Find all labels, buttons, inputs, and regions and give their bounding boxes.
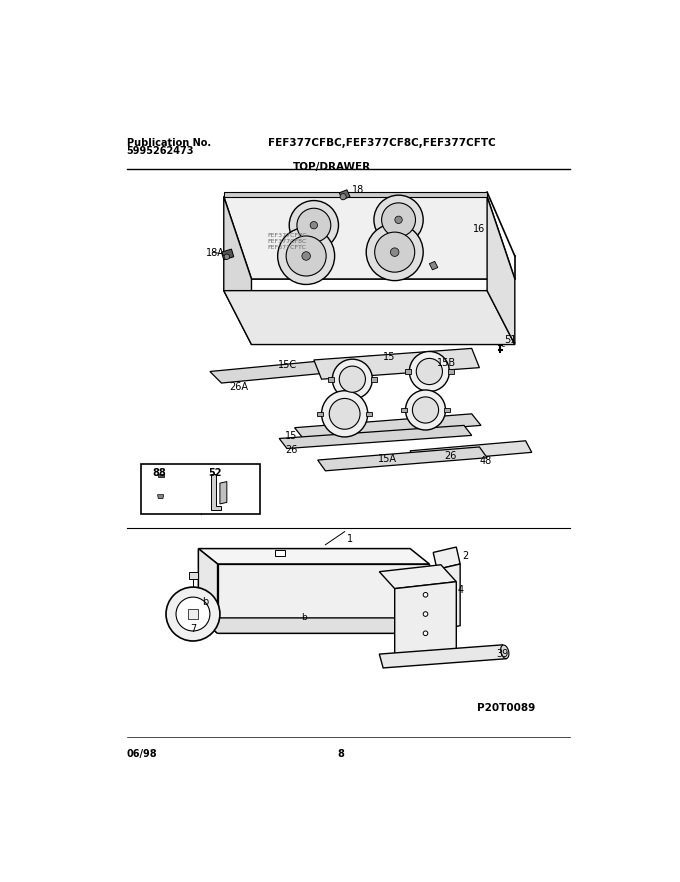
Text: b: b [202,597,209,607]
Circle shape [224,254,230,259]
Circle shape [310,221,318,229]
Circle shape [297,208,330,243]
Polygon shape [158,495,164,498]
Polygon shape [199,618,429,633]
Polygon shape [379,645,507,668]
Text: Publication No.: Publication No. [126,138,211,148]
Text: b: b [301,612,307,622]
Text: 51: 51 [504,335,516,345]
Polygon shape [410,441,532,462]
Ellipse shape [500,645,509,659]
Polygon shape [220,482,227,504]
Text: 26: 26 [286,445,298,454]
Circle shape [176,597,210,631]
Text: 15: 15 [383,352,396,363]
Polygon shape [199,549,429,564]
Text: FEF377CFTC: FEF377CFTC [268,245,307,250]
Text: 4: 4 [458,585,464,594]
Polygon shape [339,190,350,200]
Circle shape [409,351,449,392]
Polygon shape [433,547,460,570]
Polygon shape [367,412,373,416]
Circle shape [329,399,360,430]
Polygon shape [444,407,450,412]
Polygon shape [401,407,407,412]
Text: 15B: 15B [437,358,456,369]
Polygon shape [224,197,252,345]
Circle shape [395,216,403,223]
Text: FEF377CFBC: FEF377CFBC [268,233,307,238]
Text: FEF377CFBC,FEF377CF8C,FEF377CFTC: FEF377CFBC,FEF377CF8C,FEF377CFTC [268,138,496,148]
Circle shape [340,194,346,200]
Text: 2: 2 [462,551,469,561]
Circle shape [423,593,428,597]
Polygon shape [294,414,481,439]
Circle shape [166,587,220,641]
Circle shape [367,224,423,280]
Circle shape [374,195,423,244]
Circle shape [423,631,428,636]
Polygon shape [199,549,218,633]
Circle shape [423,612,428,617]
Circle shape [381,203,415,236]
Polygon shape [318,447,487,471]
Polygon shape [371,377,377,382]
Polygon shape [379,564,456,588]
Polygon shape [158,474,164,477]
Circle shape [375,232,415,273]
Circle shape [322,391,368,437]
Polygon shape [222,249,234,260]
Circle shape [302,251,311,260]
Text: 26A: 26A [229,382,248,392]
Polygon shape [279,425,472,448]
Polygon shape [429,261,438,270]
Polygon shape [317,412,323,416]
Circle shape [339,366,365,392]
Text: 16: 16 [473,224,486,234]
Polygon shape [487,197,515,345]
Circle shape [412,397,439,423]
Text: 39: 39 [496,649,509,660]
Polygon shape [275,550,285,557]
Text: 15A: 15A [378,454,396,464]
Circle shape [405,390,445,430]
Circle shape [416,358,443,385]
Polygon shape [211,474,222,510]
Polygon shape [218,564,429,633]
Text: TOP/DRAWER: TOP/DRAWER [292,162,371,172]
Circle shape [277,228,335,285]
Polygon shape [394,582,456,659]
Text: 52: 52 [208,467,222,478]
Polygon shape [448,370,454,374]
Circle shape [286,236,326,276]
Polygon shape [437,564,460,631]
Text: 7: 7 [190,624,196,634]
Polygon shape [314,348,479,379]
Polygon shape [189,572,199,579]
Text: 15: 15 [286,430,298,441]
Polygon shape [224,192,487,197]
Polygon shape [224,197,515,279]
Circle shape [333,359,373,400]
Text: 06/98: 06/98 [126,749,157,759]
Polygon shape [328,377,334,382]
Circle shape [390,248,399,257]
Text: 48: 48 [479,456,492,467]
Text: 18A: 18A [206,249,225,258]
Polygon shape [188,609,199,618]
Text: 5995262473: 5995262473 [126,146,194,156]
Text: 88: 88 [152,467,166,478]
Polygon shape [210,356,383,383]
Text: 26: 26 [445,451,457,460]
Polygon shape [405,370,411,374]
Text: 1: 1 [347,534,353,544]
Text: FEF377CF8C: FEF377CF8C [268,239,307,244]
Polygon shape [224,291,515,345]
Text: 8: 8 [337,749,344,759]
Circle shape [289,200,339,250]
Text: P20T0089: P20T0089 [477,703,535,714]
FancyBboxPatch shape [141,464,260,514]
Text: 18: 18 [352,185,364,195]
Text: 15C: 15C [277,360,296,370]
